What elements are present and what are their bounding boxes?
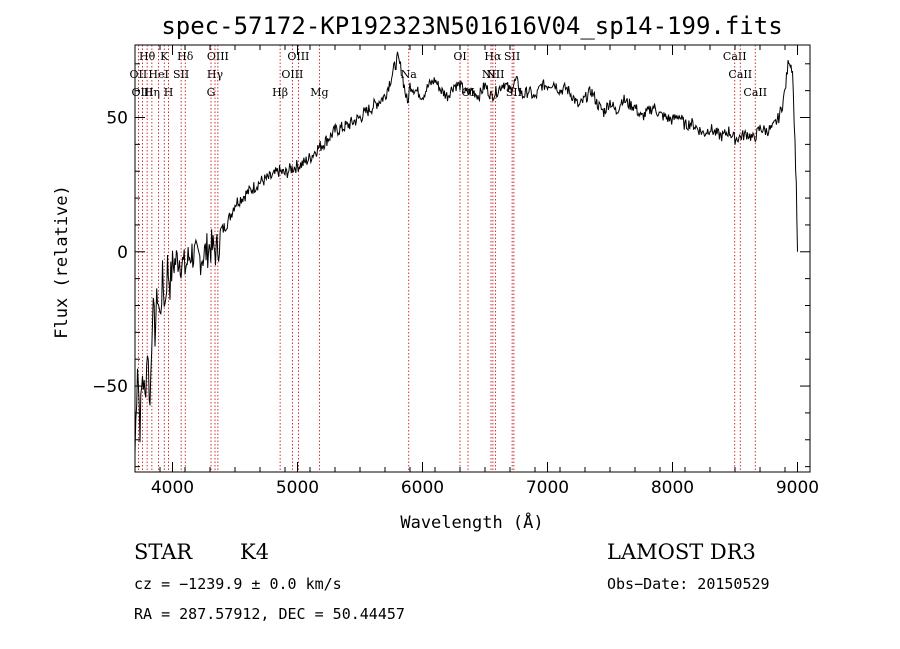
x-tick-label-0: 4000 (151, 478, 194, 498)
x-tick-label-4: 8000 (651, 478, 694, 498)
obs-date-text: Obs−Date: 20150529 (607, 575, 770, 593)
line-label-10: HeI (148, 68, 168, 81)
line-label-21: G (207, 86, 216, 99)
object-subclass: K4 (240, 540, 270, 564)
y-tick-label-1: 0 (117, 243, 128, 263)
line-label-2: Hδ (177, 50, 194, 63)
y-tick-label-2: 50 (106, 109, 128, 129)
line-label-11: SII (173, 68, 189, 81)
line-label-4: OIII (287, 50, 309, 63)
x-tick-label-3: 7000 (526, 478, 569, 498)
y-tick-label-0: −50 (92, 377, 128, 397)
line-label-14: Na (401, 68, 418, 81)
x-axis-label: Wavelength (Å) (400, 511, 543, 533)
line-label-16: NII (486, 68, 504, 81)
x-tick-label-5: 9000 (776, 478, 819, 498)
spectrum-line (134, 51, 798, 454)
line-label-26: CaII (743, 86, 767, 99)
line-label-7: SII (504, 50, 520, 63)
line-label-17: CaII (728, 68, 752, 81)
x-tick-label-2: 6000 (401, 478, 444, 498)
axis-ticks: 4000 5000 6000 7000 8000 9000 −50 0 50 (92, 45, 819, 498)
line-label-6: Hα (484, 50, 502, 63)
line-label-20: H (164, 86, 174, 99)
plot-frame (134, 44, 811, 473)
spectrum-series (134, 51, 798, 454)
x-tick-label-1: 5000 (276, 478, 319, 498)
coordinates-text: RA = 287.57912, DEC = 50.44457 (134, 605, 405, 623)
line-label-0: Hθ (139, 50, 156, 63)
line-label-23: Mg (310, 86, 328, 99)
line-label-12: Hγ (207, 68, 224, 81)
line-label-19: Hη (144, 86, 160, 99)
object-class: STAR (134, 540, 193, 564)
y-axis-label: Flux (relative) (52, 185, 72, 339)
line-label-9: OII (130, 68, 148, 81)
line-label-8: CaII (723, 50, 747, 63)
survey-name: LAMOST DR3 (607, 540, 756, 564)
line-label-3: OIII (207, 50, 229, 63)
line-label-1: K (160, 50, 169, 63)
line-label-18: OIII (131, 86, 153, 99)
redshift-text: cz = −1239.9 ± 0.0 km/s (134, 575, 342, 593)
line-label-22: Hβ (272, 86, 288, 99)
line-label-13: OIII (281, 68, 303, 81)
chart-title: spec-57172-KP192323N501616V04_sp14-199.f… (161, 12, 782, 40)
line-label-5: OI (453, 50, 466, 63)
